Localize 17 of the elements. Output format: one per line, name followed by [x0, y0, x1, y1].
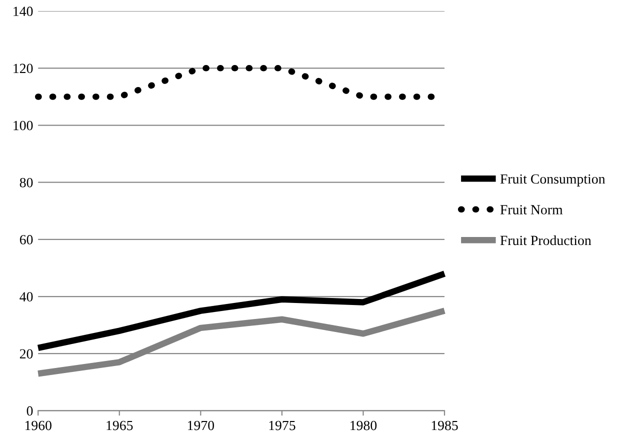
y-tick-label: 20 [20, 349, 33, 359]
y-tick-label: 0 [26, 406, 33, 416]
x-tick-label: 1985 [432, 420, 458, 430]
x-tick-label: 1960 [25, 420, 52, 430]
legend-label: Fruit Norm [500, 205, 563, 214]
y-tick-label: 80 [20, 178, 33, 188]
y-tick-label: 60 [20, 235, 33, 244]
legend-label: Fruit Consumption [500, 174, 606, 187]
y-tick-label: 140 [14, 6, 33, 16]
legend-label: Fruit Production [500, 235, 592, 246]
y-tick-label: 40 [20, 292, 33, 302]
y-tick-label: 100 [14, 120, 33, 130]
x-tick-label: 1975 [269, 420, 296, 430]
x-tick-label: 1980 [350, 420, 377, 430]
x-tick-label: 1965 [106, 420, 133, 430]
y-tick-label: 120 [14, 64, 33, 74]
x-tick-label: 1970 [188, 420, 214, 430]
